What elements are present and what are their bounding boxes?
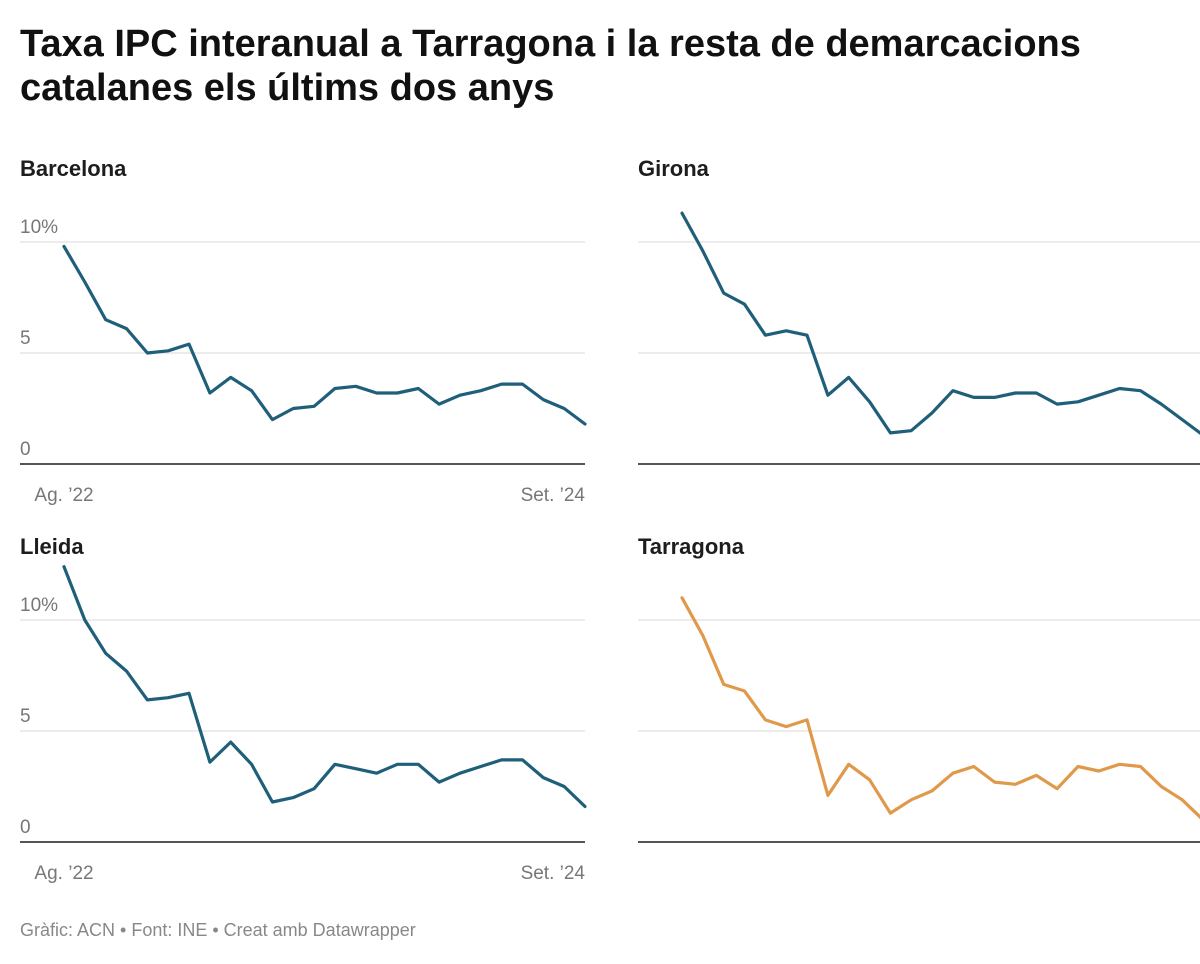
line-chart-girona	[638, 211, 1200, 465]
panel-title-tarragona: Tarragona	[638, 534, 744, 559]
line-chart-lleida: 10% 5 0 Ag. ’22 Set. ’24	[20, 565, 587, 884]
panel-title-barcelona: Barcelona	[20, 156, 127, 181]
panel-lleida: 10% 5 0 Ag. ’22 Set. ’24 Lleida	[20, 534, 610, 894]
panel-tarragona: Tarragona	[638, 534, 1200, 894]
x-tick-label-end: Set. ’24	[521, 863, 586, 884]
panel-title-girona: Girona	[638, 156, 709, 181]
x-tick-label-start: Ag. ’22	[34, 863, 93, 884]
y-tick-label: 0	[20, 817, 31, 838]
line-chart-barcelona: 10% 5 0 Ag. ’22 Set. ’24	[20, 217, 587, 506]
y-tick-label: 10%	[20, 217, 58, 238]
y-tick-label: 5	[20, 328, 31, 349]
series-line-girona	[680, 211, 1200, 435]
panel-title-lleida: Lleida	[20, 534, 84, 559]
x-tick-label-start: Ag. ’22	[34, 485, 93, 506]
y-tick-label: 10%	[20, 595, 58, 616]
chart-title: Taxa IPC interanual a Tarragona i la res…	[20, 23, 1081, 109]
panel-barcelona: 10% 5 0 Ag. ’22 Set. ’24 Barcelona	[20, 156, 610, 516]
series-line-barcelona	[62, 244, 587, 426]
y-tick-label: 0	[20, 439, 31, 460]
footer-credits: Gràfic: ACN • Font: INE • Creat amb Data…	[20, 920, 416, 940]
x-tick-label-end: Set. ’24	[521, 485, 586, 506]
series-line-lleida	[62, 565, 587, 809]
panel-girona: Girona	[638, 156, 1200, 516]
line-chart-tarragona	[638, 596, 1200, 843]
y-tick-label: 5	[20, 706, 31, 727]
series-line-tarragona	[680, 596, 1200, 820]
